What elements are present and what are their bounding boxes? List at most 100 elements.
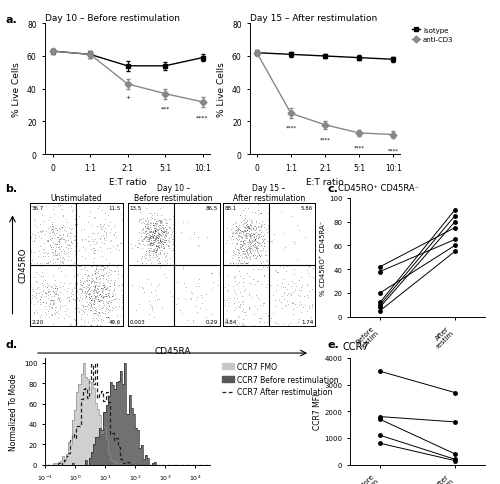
Point: [102, 293, 110, 301]
Point: [247, 226, 255, 233]
Point: [136, 228, 143, 236]
Point: [154, 243, 162, 251]
Point: [151, 227, 159, 235]
Point: [156, 240, 164, 248]
Point: [50, 224, 58, 232]
Point: [98, 298, 106, 305]
Point: [80, 278, 88, 286]
Point: [144, 236, 152, 243]
Point: [116, 240, 124, 247]
Point: [38, 280, 46, 287]
Point: [224, 225, 232, 233]
Point: [36, 260, 44, 268]
Point: [146, 241, 154, 249]
Y-axis label: % Live Cells: % Live Cells: [218, 62, 226, 117]
Point: [162, 241, 170, 248]
Point: [92, 305, 100, 313]
Point: [150, 240, 158, 248]
Point: [72, 237, 80, 245]
Point: [104, 305, 112, 313]
Point: [168, 247, 176, 255]
Point: [158, 247, 166, 255]
Point: [56, 241, 64, 248]
Point: [194, 280, 202, 288]
Point: [174, 295, 182, 302]
Point: [250, 248, 258, 256]
Point: [27, 234, 35, 242]
Point: [161, 231, 169, 239]
Point: [254, 223, 262, 231]
Point: [259, 236, 267, 244]
Point: [284, 300, 292, 308]
Point: [86, 294, 94, 302]
Point: [92, 270, 100, 278]
Point: [106, 249, 114, 257]
Point: [110, 295, 118, 303]
Point: [146, 219, 154, 227]
Point: [236, 227, 244, 234]
Point: [68, 287, 76, 295]
Point: [90, 289, 98, 297]
Point: [106, 283, 114, 290]
Point: [150, 247, 158, 255]
Point: [44, 287, 52, 295]
Point: [244, 227, 252, 234]
Point: [96, 285, 104, 292]
Point: [148, 219, 156, 227]
Text: CD45RA: CD45RA: [154, 346, 191, 355]
Point: [278, 304, 286, 312]
Point: [52, 230, 60, 238]
Point: [281, 301, 289, 309]
Point: [142, 223, 150, 231]
Point: [280, 320, 288, 328]
Point: [54, 239, 62, 246]
Point: [156, 221, 164, 229]
Point: [88, 278, 96, 286]
Point: [245, 225, 253, 232]
Point: [154, 231, 162, 239]
Point: [69, 205, 77, 213]
Point: [274, 320, 282, 328]
Point: [42, 311, 50, 318]
Point: [94, 311, 102, 318]
Point: [152, 226, 160, 233]
Point: [234, 255, 242, 263]
Point: [64, 244, 72, 252]
Point: [151, 228, 159, 236]
Point: [48, 222, 56, 230]
Point: [40, 292, 48, 300]
Point: [147, 289, 155, 297]
Point: [144, 226, 152, 234]
Point: [92, 307, 100, 315]
Point: [234, 232, 241, 240]
Point: [106, 287, 114, 295]
Point: [56, 305, 64, 313]
Point: [56, 298, 64, 306]
Point: [88, 306, 96, 314]
Point: [241, 237, 249, 244]
Point: [258, 217, 266, 225]
Point: [110, 281, 118, 288]
Point: [230, 248, 237, 256]
Point: [94, 309, 102, 317]
Point: [277, 298, 285, 306]
Point: [244, 245, 252, 253]
Point: [112, 233, 120, 241]
Point: [254, 249, 262, 257]
Point: [90, 301, 98, 308]
Point: [220, 292, 228, 300]
Point: [146, 224, 154, 232]
Point: [141, 255, 149, 263]
Point: [164, 230, 172, 238]
Point: [107, 271, 115, 279]
Point: [146, 260, 154, 268]
Point: [86, 296, 94, 304]
Point: [236, 300, 244, 308]
Point: [102, 285, 110, 293]
Point: [87, 301, 95, 309]
Point: [28, 203, 36, 211]
Point: [98, 291, 106, 299]
Point: [235, 319, 243, 327]
Point: [48, 235, 56, 243]
Point: [111, 222, 119, 229]
